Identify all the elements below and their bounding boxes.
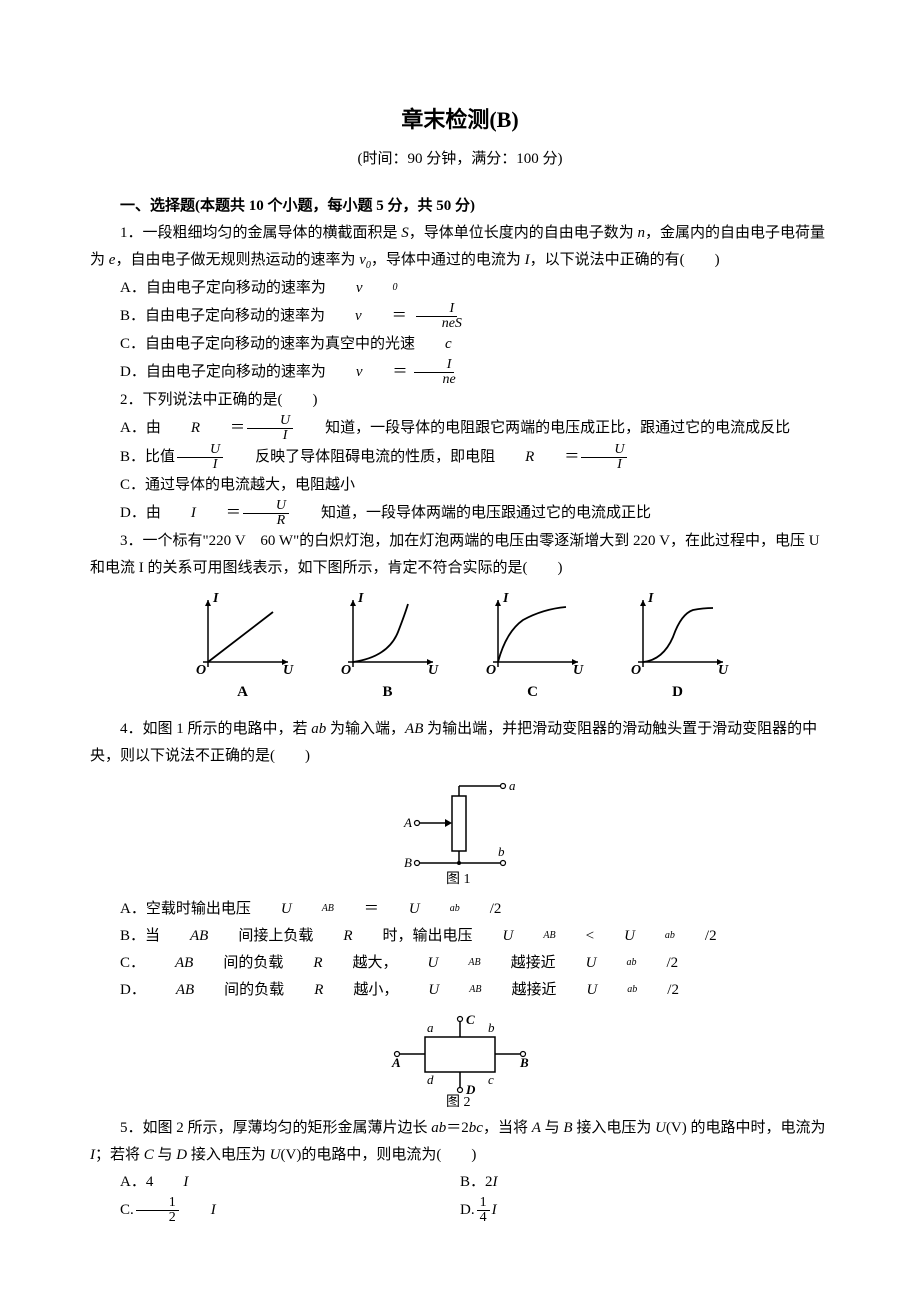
q1-stem: 1．一段粗细均匀的金属导体的横截面积是 S，导体单位长度内的自由电子数为 n，金…	[90, 220, 830, 275]
svg-text:C: C	[466, 1012, 475, 1027]
q5-figure: A B C D a b c d 图 2	[90, 1012, 830, 1107]
svg-text:A: A	[403, 815, 412, 830]
q1-option-b: B．自由电子定向移动的速率为 v＝ IneS	[90, 302, 830, 331]
q2-option-a: A．由 R＝ UI 知道，一段导体的电阻跟它两端的电压成正比，跟通过它的电流成反…	[90, 414, 830, 443]
section-1-header: 一、选择题(本题共 10 个小题，每小题 5 分，共 50 分)	[90, 193, 830, 220]
svg-text:B: B	[404, 855, 412, 870]
svg-text:图 2: 图 2	[446, 1095, 471, 1107]
q1-option-a: A．自由电子定向移动的速率为 v0	[90, 275, 830, 302]
svg-text:U: U	[428, 663, 439, 677]
q4-option-a: A．空载时输出电压 UAB＝Uab/2	[90, 896, 830, 923]
q3-figure-d: I U O D	[623, 592, 733, 706]
svg-text:O: O	[486, 663, 496, 677]
q4-figure: a b A B 图 1	[90, 778, 830, 888]
svg-text:c: c	[488, 1072, 494, 1087]
q1-option-c: C．自由电子定向移动的速率为真空中的光速 c	[90, 331, 830, 358]
q5-stem: 5．如图 2 所示，厚薄均匀的矩形金属薄片边长 ab＝2bc，当将 A 与 B …	[90, 1115, 830, 1169]
q2-option-d: D．由 I＝ UR 知道，一段导体两端的电压跟通过它的电流成正比	[90, 499, 830, 528]
svg-text:O: O	[196, 663, 206, 677]
page-title: 章末检测(B)	[90, 100, 830, 140]
q4-option-b: B．当 AB 间接上负载 R 时，输出电压 UAB<Uab/2	[90, 923, 830, 950]
svg-text:A: A	[391, 1055, 401, 1070]
svg-text:O: O	[341, 663, 351, 677]
svg-text:O: O	[631, 663, 641, 677]
q2-option-b: B．比值 UI 反映了导体阻碍电流的性质，即电阻 R＝ UI	[90, 443, 830, 472]
q1-option-d: D．自由电子定向移动的速率为 v＝ Ine	[90, 358, 830, 387]
q3-stem: 3．一个标有"220 V 60 W"的白炽灯泡，加在灯泡两端的电压由零逐渐增大到…	[90, 528, 830, 582]
q4-option-c: C．AB 间的负载 R 越大，UAB 越接近 Uab/2	[90, 950, 830, 977]
q2-option-c: C．通过导体的电流越大，电阻越小	[90, 472, 830, 499]
q2-stem: 2．下列说法中正确的是( )	[90, 387, 830, 414]
q3-figure-a: I U O A	[188, 592, 298, 706]
q4-stem: 4．如图 1 所示的电路中，若 ab 为输入端，AB 为输出端，并把滑动变阻器的…	[90, 716, 830, 770]
svg-text:U: U	[718, 663, 729, 677]
svg-text:U: U	[573, 663, 584, 677]
svg-text:a: a	[427, 1020, 434, 1035]
q5-options-row1: A．4I B．2I	[90, 1169, 830, 1196]
svg-text:a: a	[509, 778, 516, 793]
svg-text:b: b	[488, 1020, 495, 1035]
svg-text:d: d	[427, 1072, 434, 1087]
q3-figure-b: I U O B	[333, 592, 443, 706]
svg-text:B: B	[519, 1055, 529, 1070]
q3-figures: I U O A I U O B I U O C	[90, 592, 830, 706]
q4-option-d: D．AB 间的负载 R 越小，UAB 越接近 Uab/2	[90, 977, 830, 1004]
svg-text:b: b	[498, 844, 505, 859]
svg-text:I: I	[212, 592, 219, 606]
q5-options-row2: C.12I D.14I	[90, 1196, 830, 1225]
svg-text:图 1: 图 1	[446, 872, 471, 887]
svg-text:I: I	[357, 592, 364, 606]
page-subtitle: (时间：90 分钟，满分：100 分)	[90, 146, 830, 173]
svg-text:U: U	[283, 663, 294, 677]
q3-figure-c: I U O C	[478, 592, 588, 706]
svg-text:I: I	[502, 592, 509, 606]
svg-text:I: I	[647, 592, 654, 606]
